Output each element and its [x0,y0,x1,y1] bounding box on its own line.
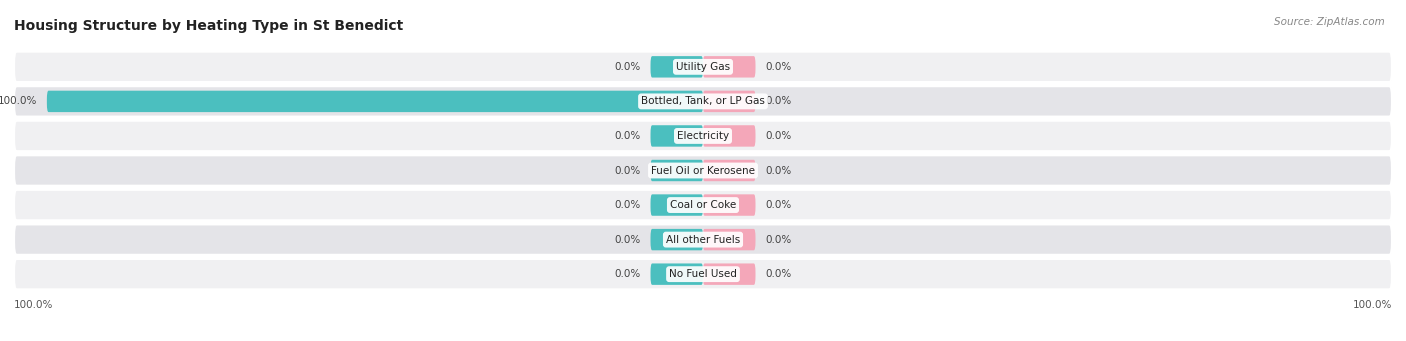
Text: 0.0%: 0.0% [765,165,792,176]
FancyBboxPatch shape [703,125,755,147]
Text: All other Fuels: All other Fuels [666,235,740,244]
FancyBboxPatch shape [703,91,755,112]
FancyBboxPatch shape [14,224,1392,255]
Text: 0.0%: 0.0% [765,97,792,106]
FancyBboxPatch shape [651,56,703,77]
FancyBboxPatch shape [14,121,1392,151]
FancyBboxPatch shape [651,194,703,216]
FancyBboxPatch shape [703,264,755,285]
Text: 0.0%: 0.0% [614,269,641,279]
Text: 0.0%: 0.0% [765,62,792,72]
FancyBboxPatch shape [651,264,703,285]
FancyBboxPatch shape [14,190,1392,220]
Text: Utility Gas: Utility Gas [676,62,730,72]
FancyBboxPatch shape [651,160,703,181]
FancyBboxPatch shape [46,91,703,112]
FancyBboxPatch shape [14,51,1392,82]
Text: Electricity: Electricity [676,131,730,141]
Text: Fuel Oil or Kerosene: Fuel Oil or Kerosene [651,165,755,176]
Text: 0.0%: 0.0% [765,200,792,210]
Text: 0.0%: 0.0% [614,131,641,141]
Text: Source: ZipAtlas.com: Source: ZipAtlas.com [1274,17,1385,27]
FancyBboxPatch shape [651,229,703,250]
Text: Housing Structure by Heating Type in St Benedict: Housing Structure by Heating Type in St … [14,19,404,33]
Text: 100.0%: 100.0% [0,97,37,106]
Text: 0.0%: 0.0% [765,235,792,244]
FancyBboxPatch shape [14,86,1392,117]
Text: 0.0%: 0.0% [614,165,641,176]
Text: No Fuel Used: No Fuel Used [669,269,737,279]
Text: 100.0%: 100.0% [14,300,53,310]
Text: Bottled, Tank, or LP Gas: Bottled, Tank, or LP Gas [641,97,765,106]
Text: 100.0%: 100.0% [1353,300,1392,310]
Text: Coal or Coke: Coal or Coke [669,200,737,210]
FancyBboxPatch shape [14,259,1392,290]
Text: 0.0%: 0.0% [614,62,641,72]
Text: 0.0%: 0.0% [765,269,792,279]
Text: 0.0%: 0.0% [614,235,641,244]
Text: 0.0%: 0.0% [614,200,641,210]
FancyBboxPatch shape [651,125,703,147]
FancyBboxPatch shape [703,56,755,77]
FancyBboxPatch shape [703,229,755,250]
FancyBboxPatch shape [703,160,755,181]
Legend: Owner-occupied, Renter-occupied: Owner-occupied, Renter-occupied [581,338,825,341]
FancyBboxPatch shape [14,155,1392,186]
Text: 0.0%: 0.0% [765,131,792,141]
FancyBboxPatch shape [703,194,755,216]
